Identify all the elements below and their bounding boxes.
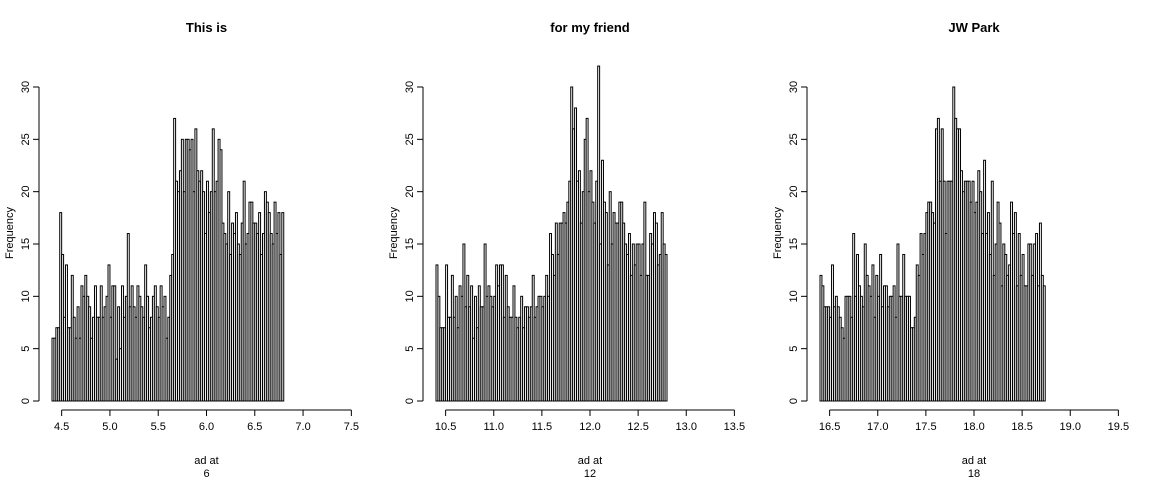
y-tick-label: 15	[404, 238, 416, 250]
histogram-bar	[597, 65, 601, 402]
y-tick-label: 25	[404, 133, 416, 145]
x-axis-label-line2: 18	[968, 468, 980, 480]
bars	[435, 65, 668, 402]
y-tick-label: 25	[20, 133, 32, 145]
x-tick-label: 18.0	[963, 421, 984, 433]
x-tick-label: 13.5	[724, 421, 745, 433]
y-tick-label: 25	[788, 133, 800, 145]
y-tick-label: 5	[404, 346, 416, 352]
y-tick-label: 10	[788, 290, 800, 302]
y-tick-label: 20	[404, 186, 416, 198]
x-tick-label: 10.5	[435, 421, 456, 433]
y-tick-label: 30	[20, 81, 32, 93]
x-tick-label: 13.0	[676, 421, 697, 433]
y-tick-label: 30	[404, 81, 416, 93]
x-tick-label: 17.0	[867, 421, 888, 433]
x-tick-label: 7.0	[295, 421, 310, 433]
y-tick-label: 5	[788, 346, 800, 352]
y-axis-label: Frequency	[388, 207, 400, 259]
y-tick-label: 20	[20, 186, 32, 198]
histogram-bar	[1042, 285, 1046, 402]
x-tick-label: 5.5	[151, 421, 166, 433]
x-tick-label: 19.5	[1108, 421, 1129, 433]
x-axis-label: ad at	[962, 455, 986, 467]
bars	[51, 117, 285, 402]
x-tick-label: 5.0	[102, 421, 117, 433]
y-tick-label: 5	[20, 346, 32, 352]
x-tick-label: 7.5	[344, 421, 359, 433]
y-tick-label: 30	[788, 81, 800, 93]
histogram-panel-2: for my friend 10.5 11.0 11.5 12.0 12.5 13.0 13.…	[388, 20, 745, 480]
histogram-bar	[664, 253, 668, 402]
y-tick-label: 0	[404, 398, 416, 404]
x-tick-label: 11.5	[532, 421, 553, 433]
y-tick-label: 15	[20, 238, 32, 250]
bars	[819, 86, 1046, 402]
chart-title: This is	[186, 20, 227, 35]
x-tick-label: 16.5	[819, 421, 840, 433]
x-tick-label: 11.0	[483, 421, 504, 433]
histogram-panel-1: This is 4.5 5.0 5.5 6.0 6.5 7.0 7.5 0 5 10 15 20 25 30…	[4, 20, 359, 480]
y-tick-label: 10	[404, 290, 416, 302]
x-tick-label: 17.5	[915, 421, 936, 433]
x-tick-label: 12.0	[579, 421, 600, 433]
x-axis-label-line2: 12	[584, 468, 596, 480]
histogram-bar	[113, 285, 117, 402]
y-tick-label: 10	[20, 290, 32, 302]
y-tick-label: 0	[788, 398, 800, 404]
y-tick-label: 0	[20, 398, 32, 404]
x-axis-label-line2: 6	[203, 468, 209, 480]
chart-title: JW Park	[948, 20, 1000, 35]
x-tick-label: 18.5	[1011, 421, 1032, 433]
x-tick-label: 6.0	[199, 421, 214, 433]
chart-title: for my friend	[550, 20, 630, 35]
y-axis-label: Frequency	[4, 207, 16, 259]
y-tick-label: 15	[788, 238, 800, 250]
x-axis-label: ad at	[578, 455, 602, 467]
x-tick-label: 19.0	[1060, 421, 1081, 433]
x-tick-label: 12.5	[627, 421, 648, 433]
x-tick-label: 4.5	[54, 421, 69, 433]
histogram-panel-3: JW Park 16.5 17.0 17.5 18.0 18.5 19.0 19.5 0 5 10 1…	[772, 20, 1129, 480]
y-tick-label: 20	[788, 186, 800, 198]
histogram-bar	[281, 212, 285, 402]
y-axis-label: Frequency	[772, 207, 784, 259]
x-axis-label: ad at	[194, 455, 218, 467]
x-tick-label: 6.5	[247, 421, 262, 433]
